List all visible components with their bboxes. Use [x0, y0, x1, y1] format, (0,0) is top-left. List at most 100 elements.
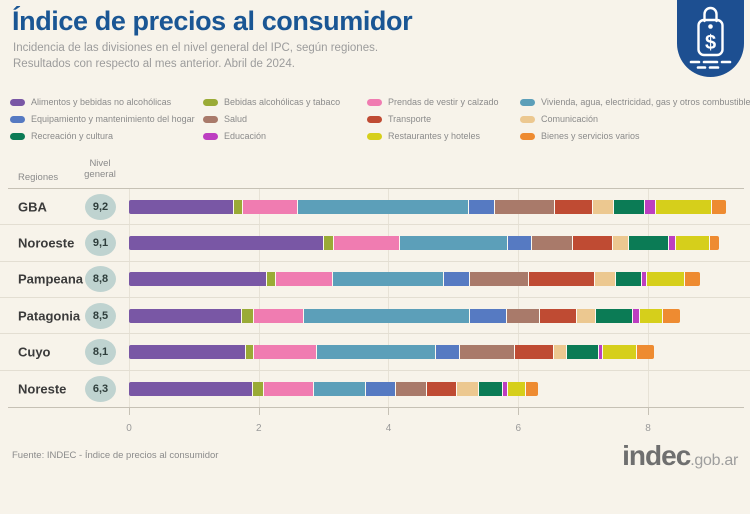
legend-column: Bebidas alcohólicas y tabaco Salud Educaci…: [203, 96, 340, 142]
axis-tick-label: 8: [645, 423, 651, 434]
legend-color-swatch: [10, 98, 25, 106]
legend-item-label: Restaurantes y hoteles: [388, 131, 481, 141]
bar-segment: [514, 344, 554, 359]
legend-item: Equipamiento y mantenimiento del hogar: [10, 113, 195, 125]
legend-item: Prendas de vestir y calzado: [367, 96, 499, 108]
bar-segment: [656, 199, 713, 214]
legend-color-swatch: [203, 115, 218, 123]
bar-segment: [528, 272, 596, 287]
indec-wordmark: indec .gob.ar: [622, 440, 738, 472]
legend-item-label: Vivienda, agua, electricidad, gas y otro…: [541, 97, 750, 107]
bar-segment: [470, 308, 508, 323]
svg-text:$: $: [705, 32, 716, 54]
legend-item: Transporte: [367, 113, 499, 125]
subtitle-line2: Resultados con respecto al mes anterior.…: [13, 58, 295, 70]
bar-segment: [614, 199, 645, 214]
legend-item: Bebidas alcohólicas y tabaco: [203, 96, 340, 108]
price-tag-icon: $: [689, 6, 732, 69]
legend-color-swatch: [367, 98, 382, 106]
gridline: [258, 189, 260, 407]
bar-segment: [427, 381, 457, 396]
bar-segment: [129, 235, 324, 250]
legend-column: Prendas de vestir y calzado Transporte Res…: [367, 96, 499, 142]
region-label: Pampeana: [18, 271, 84, 287]
axis-tick: [129, 407, 130, 415]
header-separator-line: [8, 188, 744, 189]
bar-segment: [276, 272, 334, 287]
legend-item: Vivienda, agua, electricidad, gas y otro…: [520, 96, 750, 108]
bar-segment: [616, 272, 643, 287]
bar-segment: [507, 235, 532, 250]
region-row: Patagonia 8,5: [0, 298, 750, 335]
bar-segment: [241, 308, 254, 323]
bar-segment: [263, 381, 314, 396]
level-value-badge: 9,1: [85, 229, 116, 256]
legend-item: Restaurantes y hoteles: [367, 130, 499, 142]
bar-segment: [525, 381, 538, 396]
bar-segment: [663, 308, 681, 323]
bar-segment: [254, 344, 318, 359]
bar-segment: [531, 235, 573, 250]
region-row: Pampeana 8,8: [0, 262, 750, 298]
gridline: [647, 189, 649, 407]
axis-tick: [647, 407, 649, 415]
axis-tick: [518, 407, 520, 415]
gridline: [129, 189, 130, 407]
column-header-regions: Regiones: [18, 172, 59, 183]
legend-color-swatch: [203, 132, 218, 140]
axis-tick-label: 2: [255, 423, 262, 434]
bar-segment: [245, 344, 255, 359]
bar-segment: [297, 199, 469, 214]
bar-segment: [242, 199, 298, 214]
gridline: [388, 189, 390, 407]
bar-segment: [129, 308, 242, 323]
legend-color-swatch: [367, 115, 382, 123]
level-value-badge: 8,1: [85, 338, 116, 365]
axis-tick: [388, 407, 390, 415]
bar-segment: [629, 235, 670, 250]
bar-segment: [253, 308, 305, 323]
legend-column: Vivienda, agua, electricidad, gas y otro…: [520, 96, 750, 142]
bar-segment: [595, 272, 617, 287]
bar-segment: [539, 308, 578, 323]
bar-segment: [712, 199, 726, 214]
axis-baseline: [8, 407, 744, 408]
bar-segment: [468, 199, 495, 214]
bar-segment: [366, 381, 396, 396]
region-label: Patagonia: [18, 308, 81, 324]
bar-segment: [633, 308, 641, 323]
axis-tick-label: 6: [515, 423, 522, 434]
bar-segment: [400, 235, 508, 250]
stacked-bar: [129, 235, 720, 250]
level-value-badge: 8,5: [85, 302, 116, 329]
bar-segment: [459, 344, 515, 359]
bar-segment: [598, 344, 604, 359]
legend-item-label: Prendas de vestir y calzado: [388, 97, 499, 107]
bar-segment: [478, 381, 503, 396]
legend-item: Alimentos y bebidas no alcohólicas: [10, 96, 195, 108]
brand-suffix-text: .gob.ar: [690, 452, 738, 469]
legend-item-label: Alimentos y bebidas no alcohólicas: [31, 97, 172, 107]
bar-segment: [553, 344, 568, 359]
axis-tick-label: 4: [385, 423, 392, 434]
region-row: GBA 9,2: [0, 189, 750, 226]
region-label: GBA: [18, 199, 47, 215]
bar-segment: [234, 199, 243, 214]
gridline: [518, 189, 520, 407]
bar-segment: [469, 272, 529, 287]
source-note: Fuente: INDEC - Índice de precios al con…: [12, 450, 219, 461]
bar-segment: [252, 381, 264, 396]
bar-segment: [129, 272, 268, 287]
legend-item-label: Bebidas alcohólicas y tabaco: [224, 97, 341, 107]
bar-segment: [603, 344, 637, 359]
bar-segment: [456, 381, 479, 396]
bar-segment: [304, 308, 471, 323]
level-value-badge: 8,8: [85, 266, 116, 293]
indec-price-tag-logo: $: [677, 0, 744, 77]
bar-segment: [709, 235, 720, 250]
legend-item-label: Comunicación: [541, 114, 599, 124]
bar-segment: [640, 308, 664, 323]
region-label: Cuyo: [18, 344, 51, 360]
bar-segment: [443, 272, 470, 287]
